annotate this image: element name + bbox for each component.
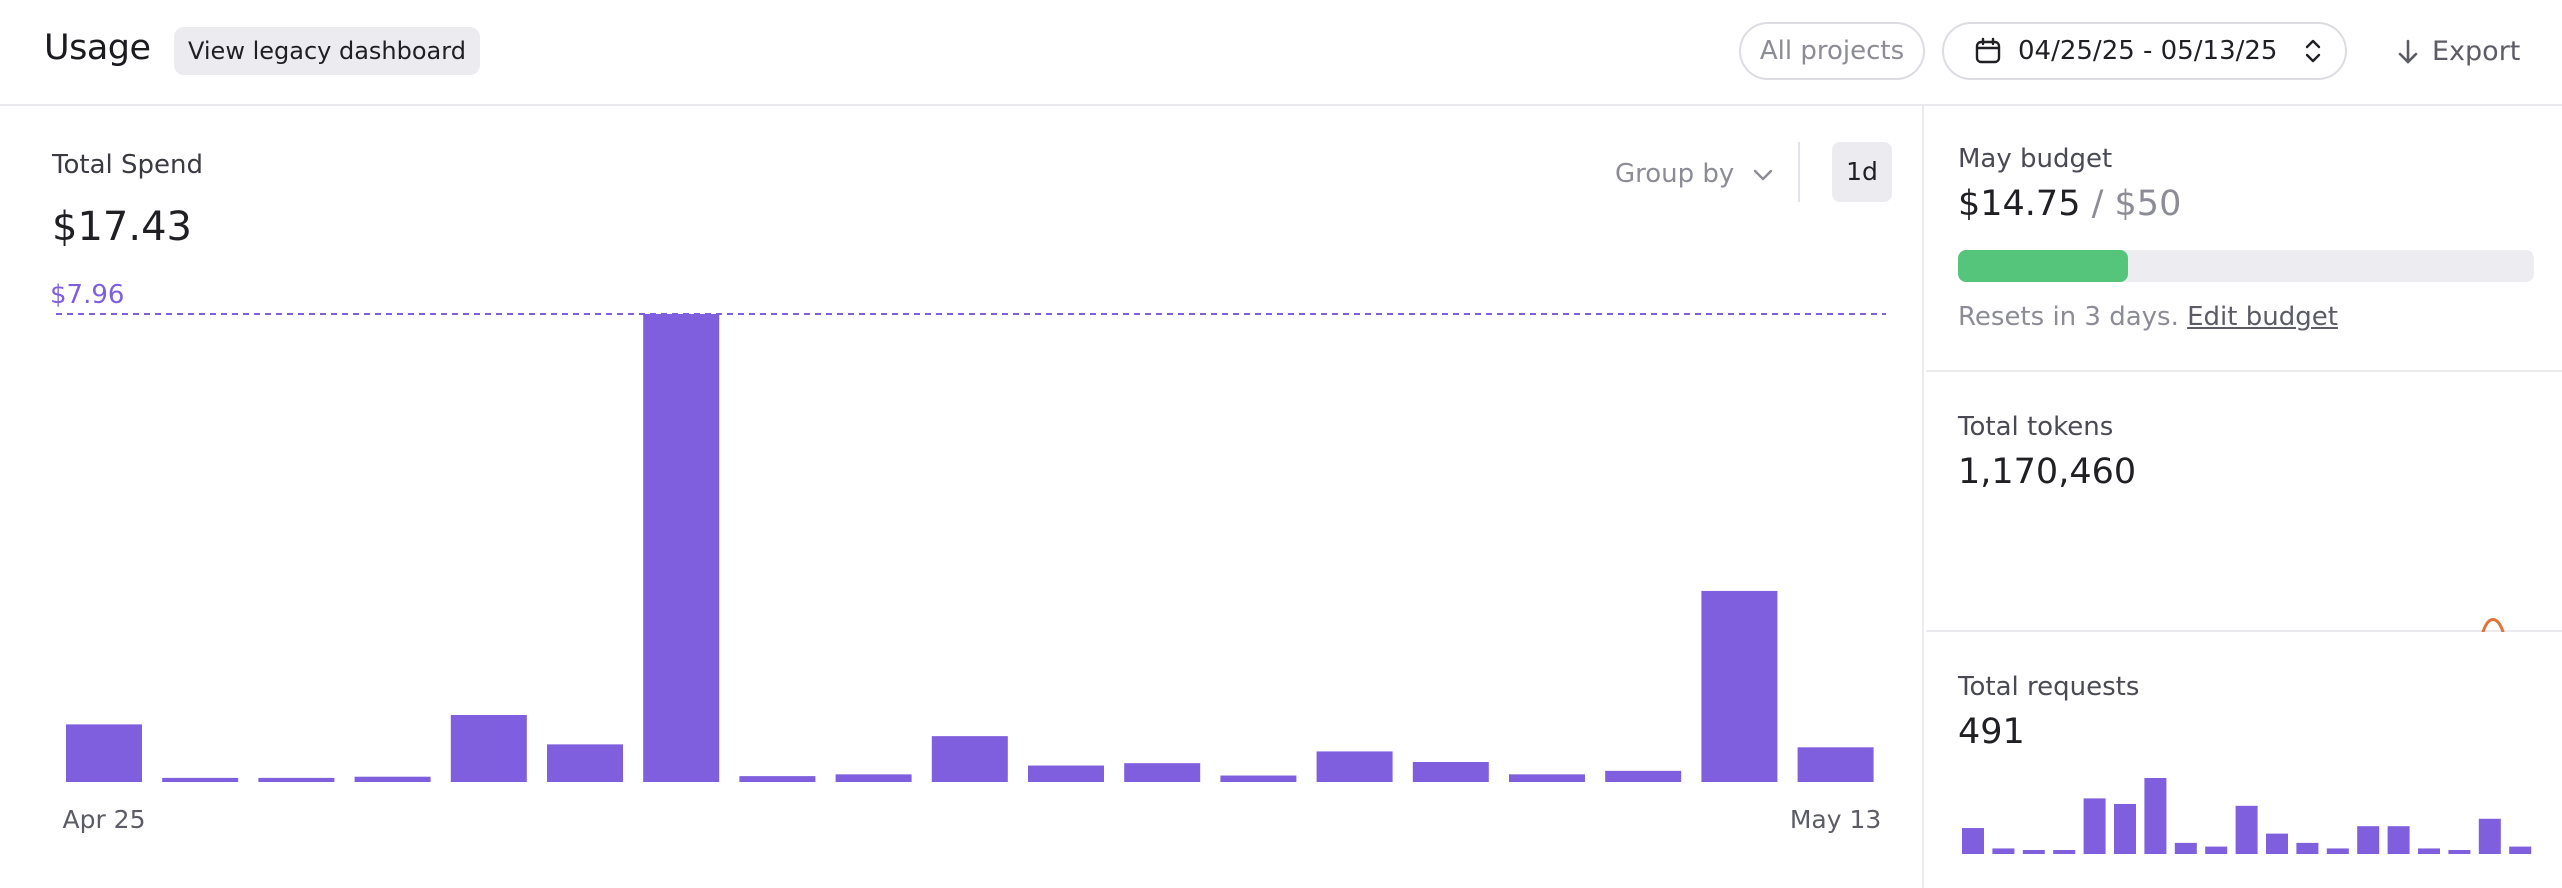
tokens-sparkline [2481, 618, 2505, 632]
budget-label: May budget [1958, 144, 2113, 174]
spend-bar[interactable] [1316, 751, 1393, 782]
budget-limit: / $50 [2091, 184, 2182, 224]
spend-bar[interactable] [835, 774, 912, 782]
requests-bar [2418, 848, 2440, 854]
usage-sidebar: May budget $14.75 / $50 Resets in 3 days… [1926, 106, 2562, 888]
requests-bar [2387, 826, 2410, 854]
spend-bar-chart: $7.96 Apr 25 May 13 [50, 280, 1886, 834]
budget-progress-fill [1958, 250, 2128, 282]
requests-value: 491 [1958, 712, 2025, 752]
spend-bar[interactable] [1701, 590, 1778, 782]
spend-bar[interactable] [258, 777, 335, 782]
budget-reset-note: Resets in 3 days. Edit budget [1958, 302, 2338, 332]
x-tick-label: Apr 25 [62, 805, 145, 834]
interval-1d-button[interactable]: 1d [1832, 142, 1892, 202]
requests-bar [2205, 846, 2228, 854]
tokens-label: Total tokens [1958, 412, 2114, 442]
requests-card[interactable]: Total requests 491 [1926, 632, 2562, 888]
requests-bar [2266, 833, 2288, 854]
spend-bar[interactable] [162, 777, 239, 782]
page-header: Usage View legacy dashboard All projects… [0, 0, 2562, 106]
requests-bar [2174, 842, 2197, 854]
budget-card: May budget $14.75 / $50 Resets in 3 days… [1926, 106, 2562, 372]
spend-bar[interactable] [643, 314, 720, 782]
spend-bar[interactable] [547, 744, 623, 782]
tokens-card[interactable]: Total tokens 1,170,460 [1926, 372, 2562, 632]
export-label: Export [2432, 36, 2521, 67]
spend-bar[interactable] [1412, 762, 1489, 782]
budget-progress-bar [1958, 250, 2534, 282]
group-by-label: Group by [1615, 159, 1735, 189]
spend-bar[interactable] [739, 776, 816, 782]
budget-amount: $14.75 / $50 [1958, 184, 2181, 224]
calendar-icon [1975, 37, 2001, 64]
edit-budget-link[interactable]: Edit budget [2187, 302, 2338, 332]
spend-bar[interactable] [1605, 770, 1682, 782]
max-reference-label: $7.96 [50, 280, 124, 310]
spend-bar[interactable] [1509, 774, 1585, 782]
requests-bar [2509, 846, 2532, 854]
spend-bar[interactable] [1797, 747, 1874, 782]
budget-spent: $14.75 [1958, 184, 2081, 224]
chevron-down-icon [1754, 169, 1773, 181]
chevron-up-down-icon [2305, 39, 2321, 63]
spend-bar[interactable] [931, 736, 1008, 782]
spend-bar[interactable] [1220, 775, 1297, 782]
total-spend-label: Total Spend [52, 150, 203, 180]
spend-bar[interactable] [66, 724, 142, 782]
requests-bar [2053, 850, 2076, 854]
requests-bar [2448, 850, 2471, 854]
requests-bar [2022, 850, 2045, 854]
requests-bar [1962, 828, 1984, 854]
date-range-label: 04/25/25 - 05/13/25 [2018, 36, 2278, 66]
project-filter-button[interactable]: All projects [1739, 22, 1925, 80]
download-arrow-icon [2398, 39, 2418, 64]
total-spend-value: $17.43 [52, 204, 192, 250]
spend-bar[interactable] [1028, 765, 1104, 782]
x-tick-label: May 13 [1790, 805, 1881, 834]
export-button[interactable]: Export [2390, 28, 2520, 76]
requests-bar [2235, 805, 2258, 854]
requests-bar [2144, 778, 2167, 854]
view-legacy-dashboard-button[interactable]: View legacy dashboard [174, 27, 480, 75]
requests-bar [2357, 826, 2380, 854]
date-range-picker[interactable]: 04/25/25 - 05/13/25 [1942, 22, 2347, 80]
requests-bar [2114, 803, 2136, 854]
requests-mini-bar-chart [1962, 778, 2532, 854]
project-filter-label: All projects [1759, 36, 1905, 66]
requests-bar [1992, 848, 2015, 854]
group-by-dropdown[interactable]: Group by [1615, 150, 1776, 198]
spend-bar[interactable] [354, 776, 431, 782]
budget-reset-text: Resets in 3 days. [1958, 302, 2179, 332]
toolbar-divider [1798, 142, 1800, 202]
spend-bar[interactable] [450, 714, 527, 782]
page-title: Usage [44, 28, 151, 68]
tokens-value: 1,170,460 [1958, 452, 2137, 492]
requests-bar [2083, 798, 2106, 854]
requests-bar [2296, 842, 2319, 854]
spend-bar[interactable] [1124, 763, 1201, 782]
requests-bar [2478, 818, 2501, 854]
tokens-series-line [2481, 618, 2505, 632]
spend-panel: Total Spend $17.43 Group by 1d $7.96 Apr … [0, 106, 1924, 888]
requests-bar [2326, 848, 2349, 854]
requests-label: Total requests [1958, 672, 2140, 702]
